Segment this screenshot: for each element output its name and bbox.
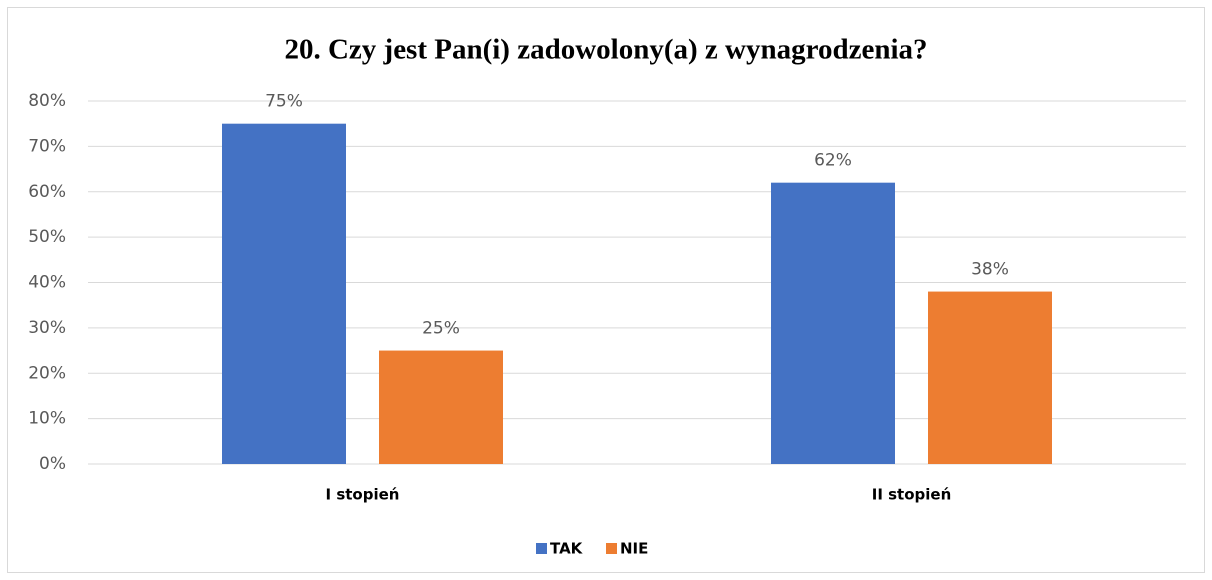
- y-tick-label: 20%: [28, 363, 66, 383]
- bar: [222, 123, 346, 464]
- y-tick-label: 60%: [28, 182, 66, 202]
- legend-label: TAK: [550, 540, 584, 558]
- y-tick-label: 10%: [28, 409, 66, 429]
- chart-border: [7, 7, 1205, 573]
- chart-title: 20. Czy jest Pan(i) zadowolony(a) z wyna…: [284, 34, 927, 66]
- bar: [379, 350, 503, 464]
- bar: [928, 291, 1052, 464]
- x-tick-label: I stopień: [326, 486, 400, 504]
- y-tick-label: 30%: [28, 318, 66, 338]
- data-label: 38%: [971, 260, 1009, 280]
- y-tick-label: 70%: [28, 136, 66, 156]
- legend-label: NIE: [620, 540, 648, 558]
- data-label: 62%: [814, 151, 852, 171]
- x-tick-label: II stopień: [872, 486, 952, 504]
- data-label: 75%: [265, 92, 303, 112]
- bar: [771, 182, 895, 465]
- data-label: 25%: [422, 319, 460, 339]
- legend-swatch: [536, 543, 547, 554]
- y-tick-label: 80%: [28, 91, 66, 111]
- y-tick-label: 40%: [28, 273, 66, 293]
- legend-swatch: [606, 543, 617, 554]
- y-tick-label: 0%: [39, 454, 66, 474]
- y-tick-label: 50%: [28, 227, 66, 247]
